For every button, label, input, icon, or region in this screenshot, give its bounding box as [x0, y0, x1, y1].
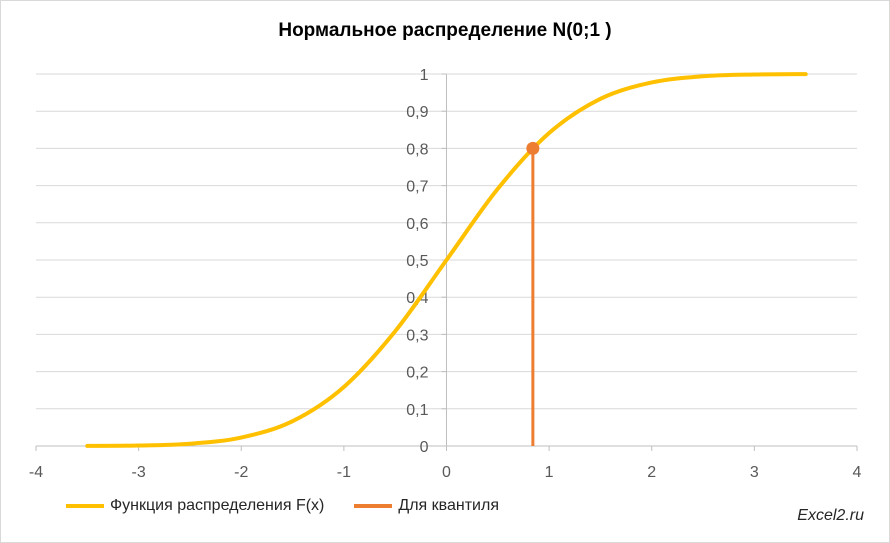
x-tick-label: 4 [853, 464, 862, 481]
legend: Функция распределения F(x) Для квантиля [66, 497, 529, 515]
x-tick-label: 3 [750, 464, 759, 481]
y-tick-label: 0,7 [406, 179, 428, 196]
legend-label-cdf: Функция распределения F(x) [110, 497, 325, 514]
x-tick-label: 0 [442, 464, 451, 481]
y-tick-label: 0,1 [406, 402, 428, 419]
y-tick-label: 0,2 [406, 365, 428, 382]
legend-item-cdf: Функция распределения F(x) [66, 497, 324, 515]
chart-title: Нормальное распределение N(0;1 ) [278, 20, 612, 41]
legend-swatch-cdf [66, 504, 104, 508]
y-tick-label: 0,3 [406, 327, 428, 344]
y-tick-label: 0,8 [406, 141, 428, 158]
series-cdf-line [85, 72, 808, 448]
watermark: Excel2.ru [797, 507, 864, 524]
x-tick-label: 1 [545, 464, 554, 481]
x-tick-label: -2 [234, 464, 248, 481]
y-tick-label: 0 [420, 439, 429, 456]
y-tick-label: 0,5 [406, 253, 428, 270]
quantile-point-marker [526, 141, 540, 155]
legend-label-quantile: Для квантиля [398, 497, 499, 514]
legend-swatch-quantile [354, 504, 393, 508]
x-tick-label: -4 [29, 464, 43, 481]
x-tick-label: -1 [337, 464, 351, 481]
x-tick-label: -3 [132, 464, 146, 481]
y-tick-label: 0,6 [406, 216, 428, 233]
legend-item-quantile: Для квантиля [354, 497, 499, 515]
x-tick-label: 2 [647, 464, 656, 481]
y-tick-label: 0,9 [406, 104, 428, 121]
y-tick-label: 1 [420, 67, 429, 84]
